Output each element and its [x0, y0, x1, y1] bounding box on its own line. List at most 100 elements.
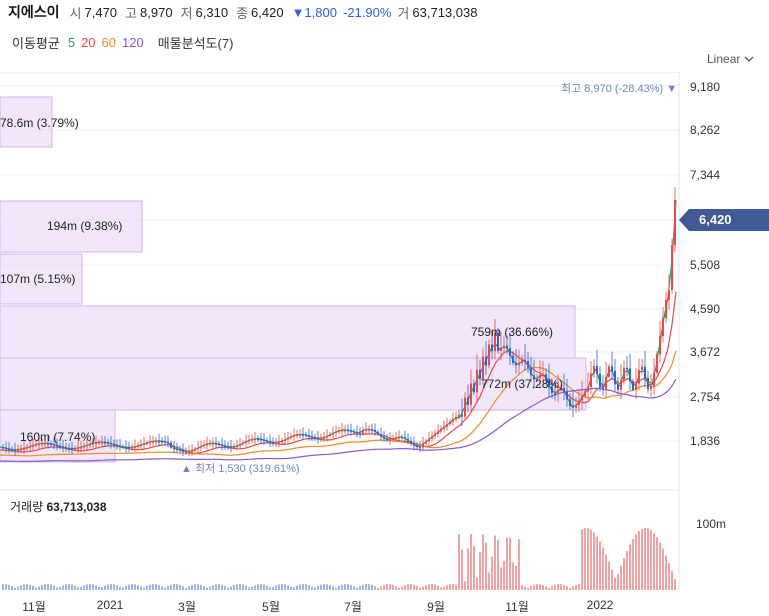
volume-bar — [572, 586, 574, 590]
candle — [200, 446, 202, 448]
candle — [131, 447, 133, 449]
candle — [626, 367, 628, 370]
volume-bar — [629, 544, 631, 590]
volume-bar — [245, 585, 247, 590]
candle — [512, 355, 514, 363]
volume-bar — [668, 563, 670, 590]
candle — [611, 366, 613, 371]
x-axis-label: 7월 — [344, 600, 362, 614]
current-price-badge: 6,420 — [679, 209, 769, 231]
candle — [89, 443, 91, 446]
price-axis-label: 4,590 — [690, 302, 721, 316]
candle — [47, 443, 49, 445]
volume-bar — [77, 587, 79, 590]
candle — [239, 444, 241, 446]
volume-profile-bar — [0, 305, 576, 359]
volume-bar — [80, 586, 82, 590]
candle — [281, 440, 283, 443]
volume-bar — [5, 584, 7, 590]
candle — [80, 446, 82, 449]
volume-profile-toggle[interactable]: 매물분석도(7) — [157, 36, 234, 51]
x-axis-label: 9월 — [427, 600, 445, 614]
volume-bar — [338, 585, 340, 590]
candle — [125, 447, 127, 449]
candle — [140, 444, 142, 447]
volume-bar — [38, 586, 40, 590]
candle — [563, 387, 565, 392]
volume-bar — [674, 579, 676, 590]
volume-bar — [26, 584, 28, 590]
volume-bar — [419, 587, 421, 590]
candle — [407, 438, 409, 441]
candle — [434, 433, 436, 437]
volume-bar — [128, 584, 130, 590]
candle — [260, 438, 262, 441]
candle — [194, 449, 196, 451]
volume-bar — [104, 585, 106, 590]
volume-bar — [452, 584, 454, 590]
candle — [254, 438, 256, 441]
ma-5-toggle[interactable]: 5 — [67, 35, 76, 50]
candle — [383, 436, 385, 439]
candle — [506, 345, 508, 349]
candle — [266, 440, 268, 442]
candle — [11, 449, 13, 451]
volume-bar — [539, 584, 541, 590]
candle — [242, 442, 244, 445]
candle — [356, 432, 358, 434]
candle — [278, 441, 280, 444]
candle — [608, 366, 610, 377]
x-axis-label: 3월 — [178, 600, 196, 614]
volume-bar — [479, 552, 481, 590]
candle — [548, 379, 550, 388]
volume-bar — [17, 586, 19, 590]
candle — [104, 442, 106, 444]
volume-profile-bar — [0, 357, 587, 411]
candle — [173, 447, 175, 450]
volume-bar — [152, 584, 154, 590]
volume-bar — [230, 586, 232, 590]
ma-60-toggle[interactable]: 60 — [101, 35, 117, 50]
candle — [86, 444, 88, 447]
volume-bar — [263, 584, 265, 590]
candle — [284, 439, 286, 441]
volume-bar — [236, 584, 238, 590]
candle — [218, 443, 220, 446]
volume-bar — [653, 533, 655, 590]
volume-bar — [347, 584, 349, 590]
volume-bar — [413, 584, 415, 590]
candle — [605, 376, 607, 389]
candle — [248, 439, 250, 442]
change-value: ▼1,800 — [291, 4, 337, 20]
candle — [398, 436, 400, 439]
candle — [593, 366, 595, 374]
volume-bar — [404, 585, 406, 590]
candle — [227, 446, 229, 448]
volume-bar — [56, 587, 58, 590]
high-label: 고 — [125, 5, 138, 21]
candle — [638, 369, 640, 384]
candle — [527, 361, 529, 368]
candle — [461, 414, 463, 417]
candle — [53, 444, 55, 446]
volume-label: 거 — [397, 5, 410, 21]
volume-bar — [41, 585, 43, 590]
candle — [590, 373, 592, 387]
volume-bar — [170, 584, 172, 590]
candle — [209, 443, 211, 445]
volume-bar — [605, 554, 607, 590]
candle — [14, 449, 16, 452]
candle — [488, 344, 490, 366]
scale-dropdown[interactable]: Linear — [707, 52, 754, 66]
volume-bar — [206, 587, 208, 590]
volume-bar — [164, 587, 166, 590]
candle — [23, 448, 25, 450]
volume-profile-bar — [0, 96, 53, 148]
volume-bar — [362, 584, 364, 590]
candle — [338, 430, 340, 432]
volume-bar — [119, 586, 121, 590]
ma-120-toggle[interactable]: 120 — [122, 35, 144, 50]
ma-20-toggle[interactable]: 20 — [81, 35, 96, 50]
candle — [665, 300, 667, 318]
